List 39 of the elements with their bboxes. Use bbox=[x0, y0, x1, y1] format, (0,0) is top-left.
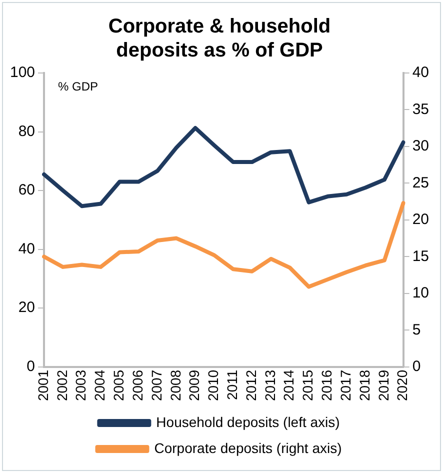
legend-label: Household deposits (left axis) bbox=[156, 414, 340, 430]
y2-tick-label: 20 bbox=[412, 211, 430, 228]
x-tick-label: 2015 bbox=[300, 370, 316, 402]
x-tick-label: 2001 bbox=[34, 370, 51, 402]
y-tick-label: 0 bbox=[26, 358, 36, 375]
y2-tick-label: 0 bbox=[412, 358, 421, 375]
x-tick-label: 2020 bbox=[394, 370, 410, 402]
x-tick-label: 2010 bbox=[205, 370, 222, 402]
y2-tick-label: 5 bbox=[412, 321, 421, 338]
x-tick-label: 2016 bbox=[318, 370, 335, 402]
y2-tick-label: 35 bbox=[412, 100, 430, 118]
x-tick-label: 2018 bbox=[356, 370, 372, 402]
x-tick-label: 2011 bbox=[224, 370, 240, 400]
x-tick-label: 2004 bbox=[92, 370, 108, 402]
y2-tick-label: 30 bbox=[412, 138, 430, 155]
x-tick-label: 2006 bbox=[129, 370, 146, 402]
y-tick-label: 40 bbox=[18, 240, 36, 258]
annotation: % GDP bbox=[58, 79, 98, 94]
chart-title: Corporate & household deposits as % of GDP bbox=[108, 16, 331, 62]
y2-tick-label: 40 bbox=[412, 64, 430, 82]
x-tick-label: 2012 bbox=[242, 370, 259, 402]
y2-tick-label: 10 bbox=[412, 284, 430, 302]
x-tick-label: 2002 bbox=[54, 370, 70, 402]
y-tick-label: 20 bbox=[18, 299, 36, 316]
y2-tick-label: 25 bbox=[412, 174, 430, 192]
legend-label: Corporate deposits (right axis) bbox=[154, 440, 342, 456]
x-tick-label: 2014 bbox=[280, 370, 297, 402]
y-tick-label: 80 bbox=[18, 122, 36, 140]
x-tick-label: 2008 bbox=[167, 370, 184, 402]
x-tick-label: 2019 bbox=[375, 370, 392, 402]
x-tick-label: 2007 bbox=[148, 370, 164, 402]
x-tick-label: 2017 bbox=[337, 370, 354, 402]
x-tick-label: 2003 bbox=[72, 370, 89, 402]
y-tick-label: 60 bbox=[18, 182, 36, 199]
x-tick-label: 2013 bbox=[262, 370, 278, 402]
y2-tick-label: 15 bbox=[412, 248, 430, 265]
x-tick-label: 2005 bbox=[110, 370, 127, 402]
x-tick-label: 2009 bbox=[186, 370, 202, 402]
y-tick-label: 100 bbox=[10, 64, 36, 82]
